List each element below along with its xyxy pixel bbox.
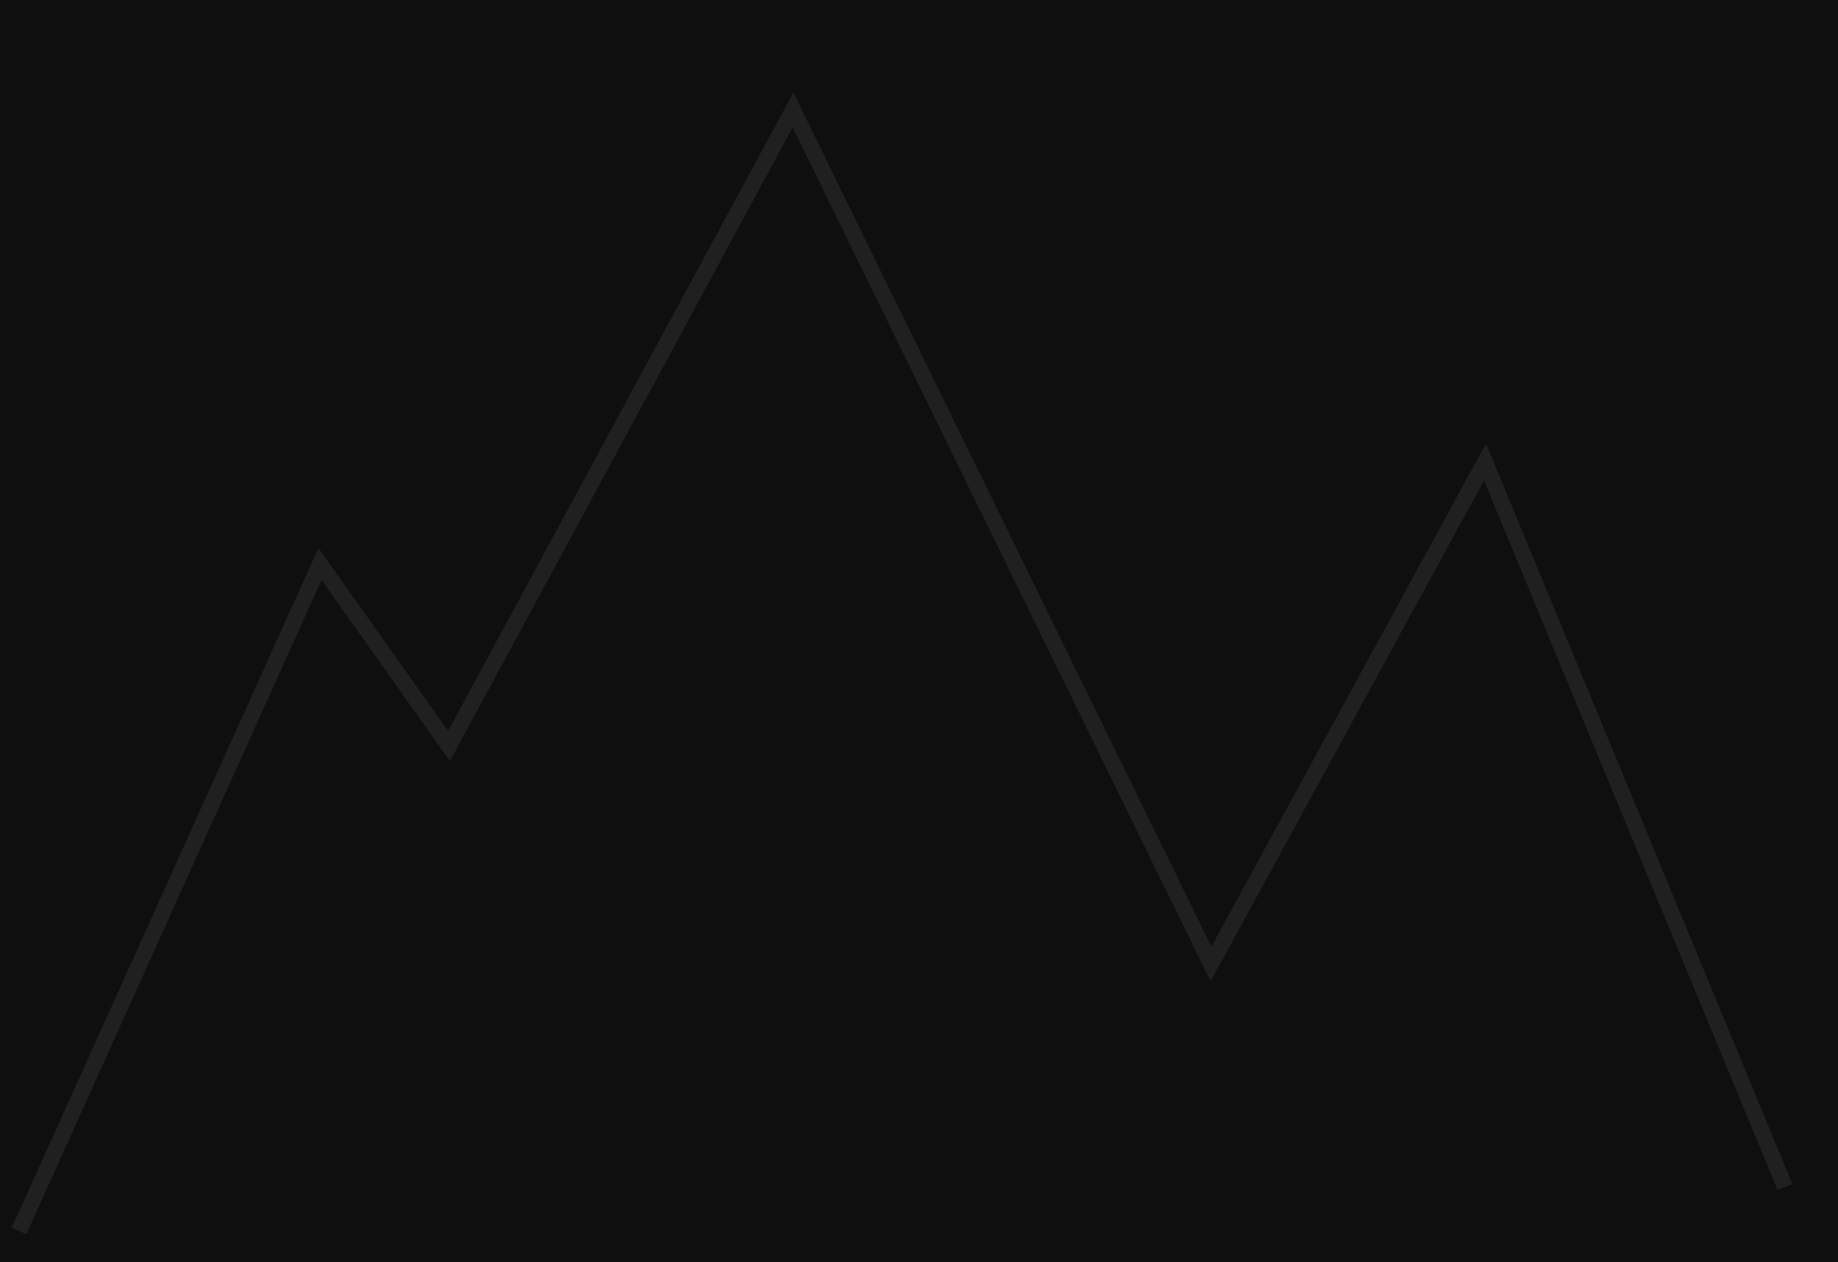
mountain-illustration — [0, 0, 1838, 1262]
mountain-peaks-icon — [0, 0, 1838, 1262]
